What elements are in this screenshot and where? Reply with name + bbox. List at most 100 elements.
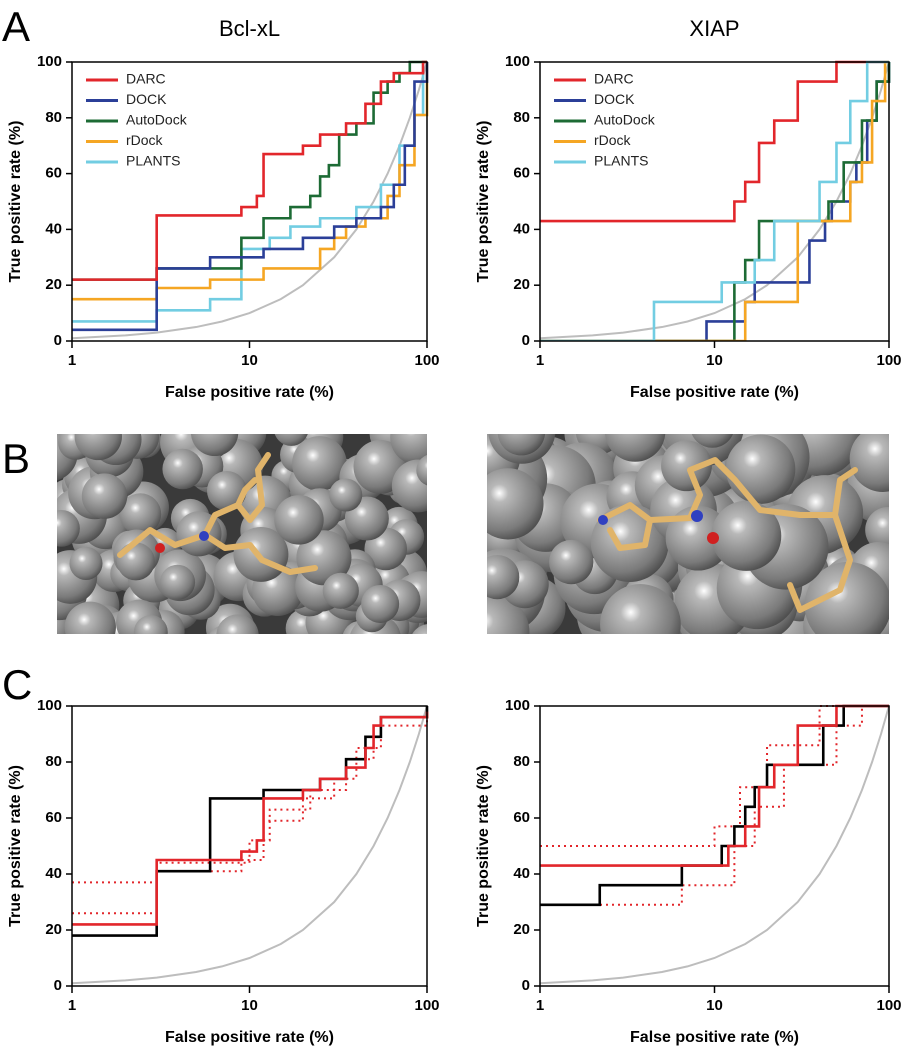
- atom-sphere: [274, 495, 324, 545]
- roc-line: [72, 62, 429, 332]
- x-tick-label: 100: [414, 997, 439, 1014]
- atom-sphere: [661, 440, 712, 492]
- y-tick-label: 0: [522, 977, 530, 994]
- atom: [707, 532, 719, 544]
- roc-line: [540, 62, 891, 341]
- legend-label: DOCK: [126, 91, 167, 107]
- x-axis-title: False positive rate (%): [630, 1029, 799, 1046]
- atom-sphere: [497, 434, 546, 456]
- y-tick-label: 100: [505, 53, 530, 70]
- atom-sphere: [549, 539, 594, 585]
- atom-sphere: [390, 434, 427, 465]
- plot-area: [540, 704, 890, 985]
- reference-line: [540, 704, 889, 907]
- y-tick-label: 100: [505, 697, 530, 714]
- roc-line: [72, 60, 427, 281]
- ligand-stick: [117, 527, 318, 575]
- plot-area: [72, 60, 429, 340]
- plot-frame: [539, 61, 890, 342]
- structure-image: [57, 434, 427, 634]
- ligand-stick: [832, 467, 858, 518]
- y-tick-label: 40: [513, 220, 530, 237]
- atom-sphere: [216, 614, 259, 634]
- atom-sphere: [412, 624, 427, 634]
- roc-line: [540, 60, 889, 223]
- atom-sphere: [133, 615, 168, 634]
- x-tick-label: 10: [706, 352, 723, 369]
- y-tick-label: 20: [513, 276, 530, 293]
- y-tick-label: 0: [54, 977, 62, 994]
- plot-frame: [71, 705, 428, 987]
- legend-label: DOCK: [594, 91, 635, 107]
- atom-sphere: [190, 434, 239, 457]
- structure-image: [487, 434, 889, 634]
- reference-line: [72, 705, 428, 985]
- atom-sphere: [849, 434, 889, 492]
- atom-sphere: [119, 493, 162, 535]
- atom: [598, 515, 608, 525]
- x-axis-title: False positive rate (%): [165, 1029, 334, 1046]
- legend-label: PLANTS: [126, 153, 180, 169]
- atom-sphere: [322, 572, 359, 609]
- atom-sphere: [487, 554, 520, 600]
- y-tick-label: 100: [37, 53, 62, 70]
- y-tick-label: 60: [45, 165, 62, 182]
- x-tick-label: 1: [68, 997, 76, 1014]
- atom-sphere: [605, 434, 666, 462]
- x-tick-label: 100: [414, 352, 439, 369]
- atom: [155, 543, 165, 553]
- x-axis-title: False positive rate (%): [165, 384, 334, 401]
- y-tick-label: 60: [45, 809, 62, 826]
- legend-label: rDock: [594, 132, 632, 148]
- y-tick-label: 40: [45, 220, 62, 237]
- atom-sphere: [487, 595, 530, 634]
- atom-sphere: [416, 455, 427, 486]
- y-tick-label: 0: [54, 332, 62, 349]
- reference-line: [540, 61, 890, 340]
- atom-sphere: [74, 434, 122, 461]
- reference-line: [540, 705, 851, 847]
- reference-line: [72, 711, 429, 926]
- panel-label: B: [2, 435, 30, 482]
- atom-sphere: [64, 601, 116, 634]
- y-tick-label: 100: [37, 697, 62, 714]
- legend-label: DARC: [594, 71, 634, 87]
- legend-label: PLANTS: [594, 153, 648, 169]
- x-tick-label: 10: [706, 997, 723, 1014]
- x-tick-label: 1: [536, 997, 544, 1014]
- y-axis-title: True positive rate (%): [7, 765, 24, 927]
- atom-sphere: [487, 468, 544, 540]
- y-tick-label: 40: [45, 865, 62, 882]
- ligand-stick: [597, 502, 653, 551]
- y-axis-title: True positive rate (%): [475, 765, 492, 927]
- atom-sphere: [600, 584, 681, 634]
- atom-sphere: [804, 561, 889, 634]
- atom-sphere: [711, 500, 782, 571]
- legend-label: AutoDock: [594, 112, 656, 128]
- x-tick-label: 10: [241, 997, 258, 1014]
- roc-line: [540, 60, 889, 341]
- atom-sphere: [725, 434, 796, 504]
- y-tick-label: 20: [513, 921, 530, 938]
- y-tick-label: 80: [513, 753, 530, 770]
- plot-area: [72, 705, 429, 985]
- y-tick-label: 20: [45, 276, 62, 293]
- atom-sphere: [69, 546, 103, 580]
- chart-title: XIAP: [689, 16, 739, 41]
- atom-sphere: [116, 542, 155, 581]
- reference-line: [72, 61, 428, 340]
- ligand-stick: [647, 457, 853, 613]
- plot-frame: [71, 61, 428, 342]
- roc-line: [540, 60, 889, 341]
- y-tick-label: 80: [45, 109, 62, 126]
- y-tick-label: 60: [513, 165, 530, 182]
- atom-sphere: [329, 478, 363, 512]
- x-tick-label: 100: [876, 997, 901, 1014]
- atom-sphere: [361, 584, 400, 623]
- atom-sphere: [206, 470, 247, 511]
- plot-frame: [539, 705, 890, 987]
- x-tick-label: 1: [68, 352, 76, 369]
- atom-sphere: [57, 509, 80, 547]
- reference-line: [540, 706, 863, 906]
